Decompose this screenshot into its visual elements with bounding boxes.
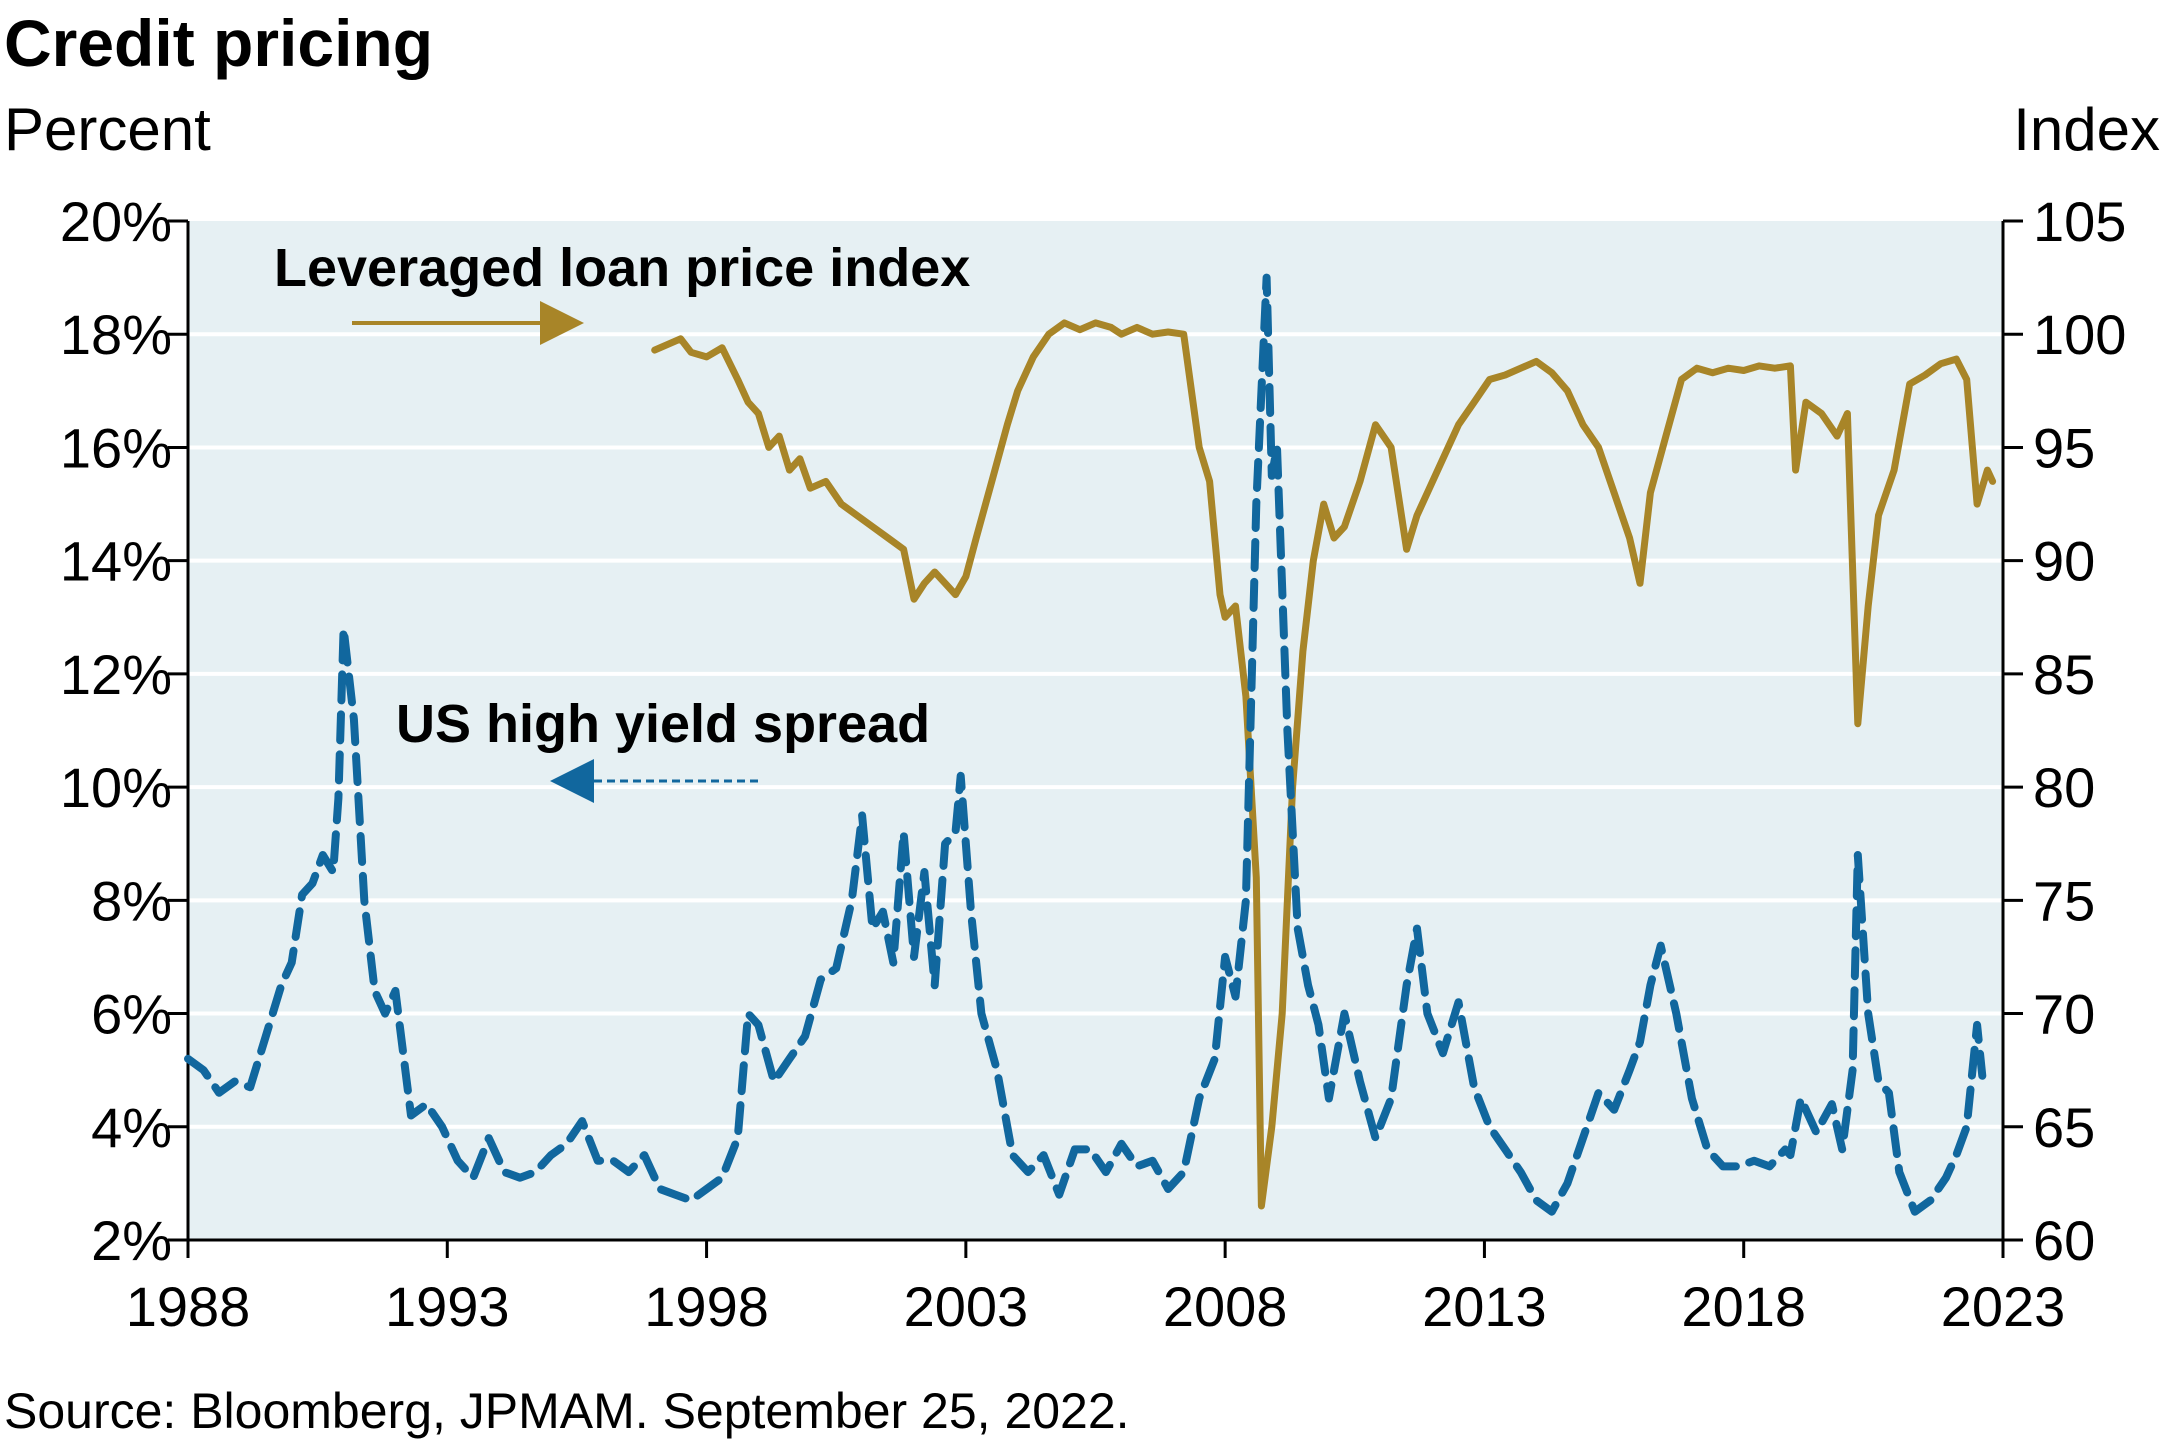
x-tick-label: 1993	[385, 1275, 510, 1338]
right-tick-label: 100	[2033, 303, 2126, 366]
high-yield-spread-line	[184, 273, 1987, 1216]
left-tick-label: 20%	[60, 190, 172, 253]
x-tick-label: 2003	[904, 1275, 1029, 1338]
spread-arrow-head	[550, 759, 594, 803]
right-tick-label: 90	[2033, 530, 2095, 593]
right-tick-label: 95	[2033, 416, 2095, 479]
right-tick-label: 85	[2033, 643, 2095, 706]
left-tick-label: 2%	[91, 1209, 172, 1272]
right-axis: 60 65 70 75 80 85 90 95 100 105	[2001, 190, 2126, 1272]
left-axis-title: Percent	[4, 96, 211, 163]
left-tick-label: 4%	[91, 1096, 172, 1159]
loan-annotation: Leveraged loan price index	[274, 238, 970, 298]
left-tick-label: 12%	[60, 643, 172, 706]
right-tick-label: 70	[2033, 983, 2095, 1046]
spread-annotation: US high yield spread	[396, 694, 930, 754]
source-note: Source: Bloomberg, JPMAM. September 25, …	[4, 1383, 1130, 1439]
x-tick-label: 2008	[1163, 1275, 1288, 1338]
left-axis: 2% 4% 6% 8% 10% 12% 14% 16% 18% 20%	[60, 190, 190, 1272]
right-tick-label: 80	[2033, 756, 2095, 819]
chart-title: Credit pricing	[4, 6, 433, 80]
x-tick-label: 1998	[644, 1275, 769, 1338]
series-layer	[184, 273, 1997, 1216]
left-tick-label: 18%	[60, 303, 172, 366]
left-tick-label: 6%	[91, 983, 172, 1046]
right-tick-label: 105	[2033, 190, 2126, 253]
gridlines	[188, 332, 2003, 1129]
leveraged-loan-index-line	[651, 319, 1997, 1210]
right-tick-label: 60	[2033, 1209, 2095, 1272]
left-tick-label: 8%	[91, 869, 172, 932]
right-tick-label: 75	[2033, 869, 2095, 932]
loan-arrow-head	[540, 301, 584, 345]
plot-area	[188, 221, 2003, 1240]
x-tick-label: 2013	[1422, 1275, 1547, 1338]
spread-arrow	[550, 759, 760, 803]
left-tick-label: 14%	[60, 530, 172, 593]
loan-arrow	[352, 301, 584, 345]
x-tick-label: 1988	[126, 1275, 251, 1338]
left-tick-label: 10%	[60, 756, 172, 819]
x-tick-label: 2023	[1941, 1275, 2066, 1338]
right-tick-label: 65	[2033, 1096, 2095, 1159]
right-axis-title: Index	[2013, 96, 2160, 163]
x-axis: 1988 1993 1998 2003 2008 2013 2018 2023	[126, 1238, 2066, 1338]
x-tick-label: 2018	[1681, 1275, 1806, 1338]
left-tick-label: 16%	[60, 416, 172, 479]
